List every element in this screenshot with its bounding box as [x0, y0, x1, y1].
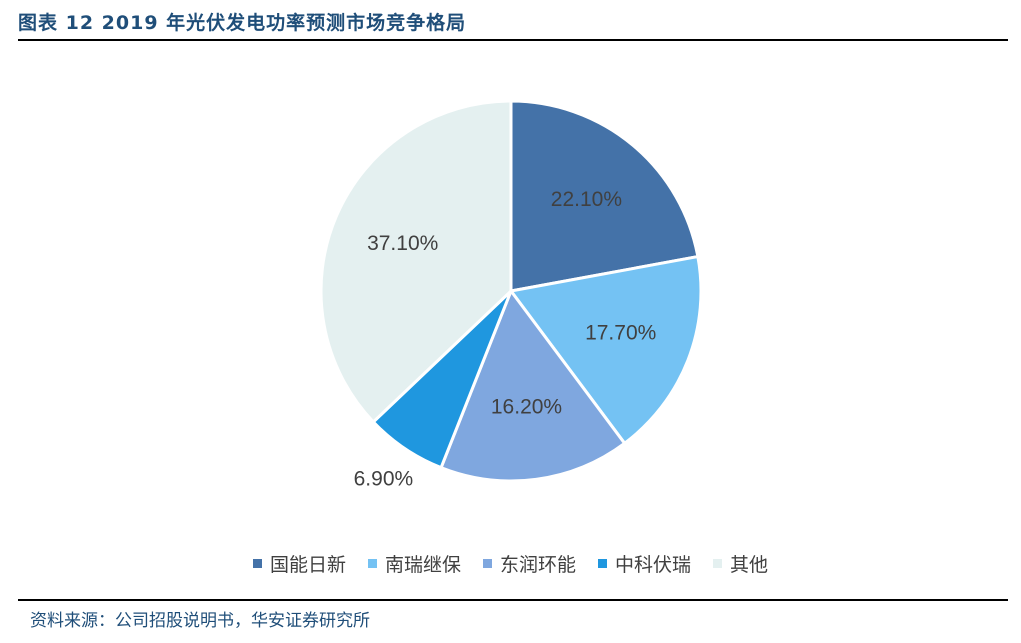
- legend-item: 中科伏瑞: [598, 550, 691, 577]
- figure-title: 图表 12 2019 年光伏发电功率预测市场竞争格局: [18, 12, 467, 34]
- slice-value-label: 22.10%: [551, 188, 622, 211]
- slice-value-label: 16.20%: [491, 395, 562, 418]
- title-divider: [18, 39, 1008, 41]
- legend-label: 中科伏瑞: [615, 554, 692, 576]
- legend-swatch: [367, 559, 377, 568]
- slice-value-label: 17.70%: [585, 322, 656, 345]
- legend-item: 国能日新: [252, 550, 346, 577]
- legend-swatch: [252, 559, 262, 568]
- legend-label: 东润环能: [499, 554, 576, 576]
- legend-item: 其他: [713, 550, 768, 577]
- pie-slice-2: [509, 255, 703, 445]
- slice-value-label: 6.90%: [354, 468, 414, 491]
- source-note: 资料来源：公司招股说明书，华安证券研究所: [30, 611, 370, 631]
- legend-swatch: [482, 559, 492, 568]
- legend-label: 其他: [730, 554, 769, 576]
- legend-item: 南瑞继保: [367, 550, 461, 577]
- legend-label: 南瑞继保: [384, 554, 461, 576]
- pie-slice-1: [509, 99, 700, 293]
- chart-legend: 国能日新 南瑞继保 东润环能 中科伏瑞 其他: [0, 550, 1021, 577]
- source-divider: [18, 599, 1008, 601]
- pie-slice-5: [319, 99, 513, 424]
- legend-label: 国能日新: [269, 554, 346, 576]
- slice-value-label: 37.10%: [367, 232, 438, 255]
- legend-swatch: [598, 559, 607, 568]
- legend-item: 东润环能: [482, 550, 576, 577]
- legend-swatch: [713, 559, 723, 568]
- pie-slice-3: [439, 289, 627, 483]
